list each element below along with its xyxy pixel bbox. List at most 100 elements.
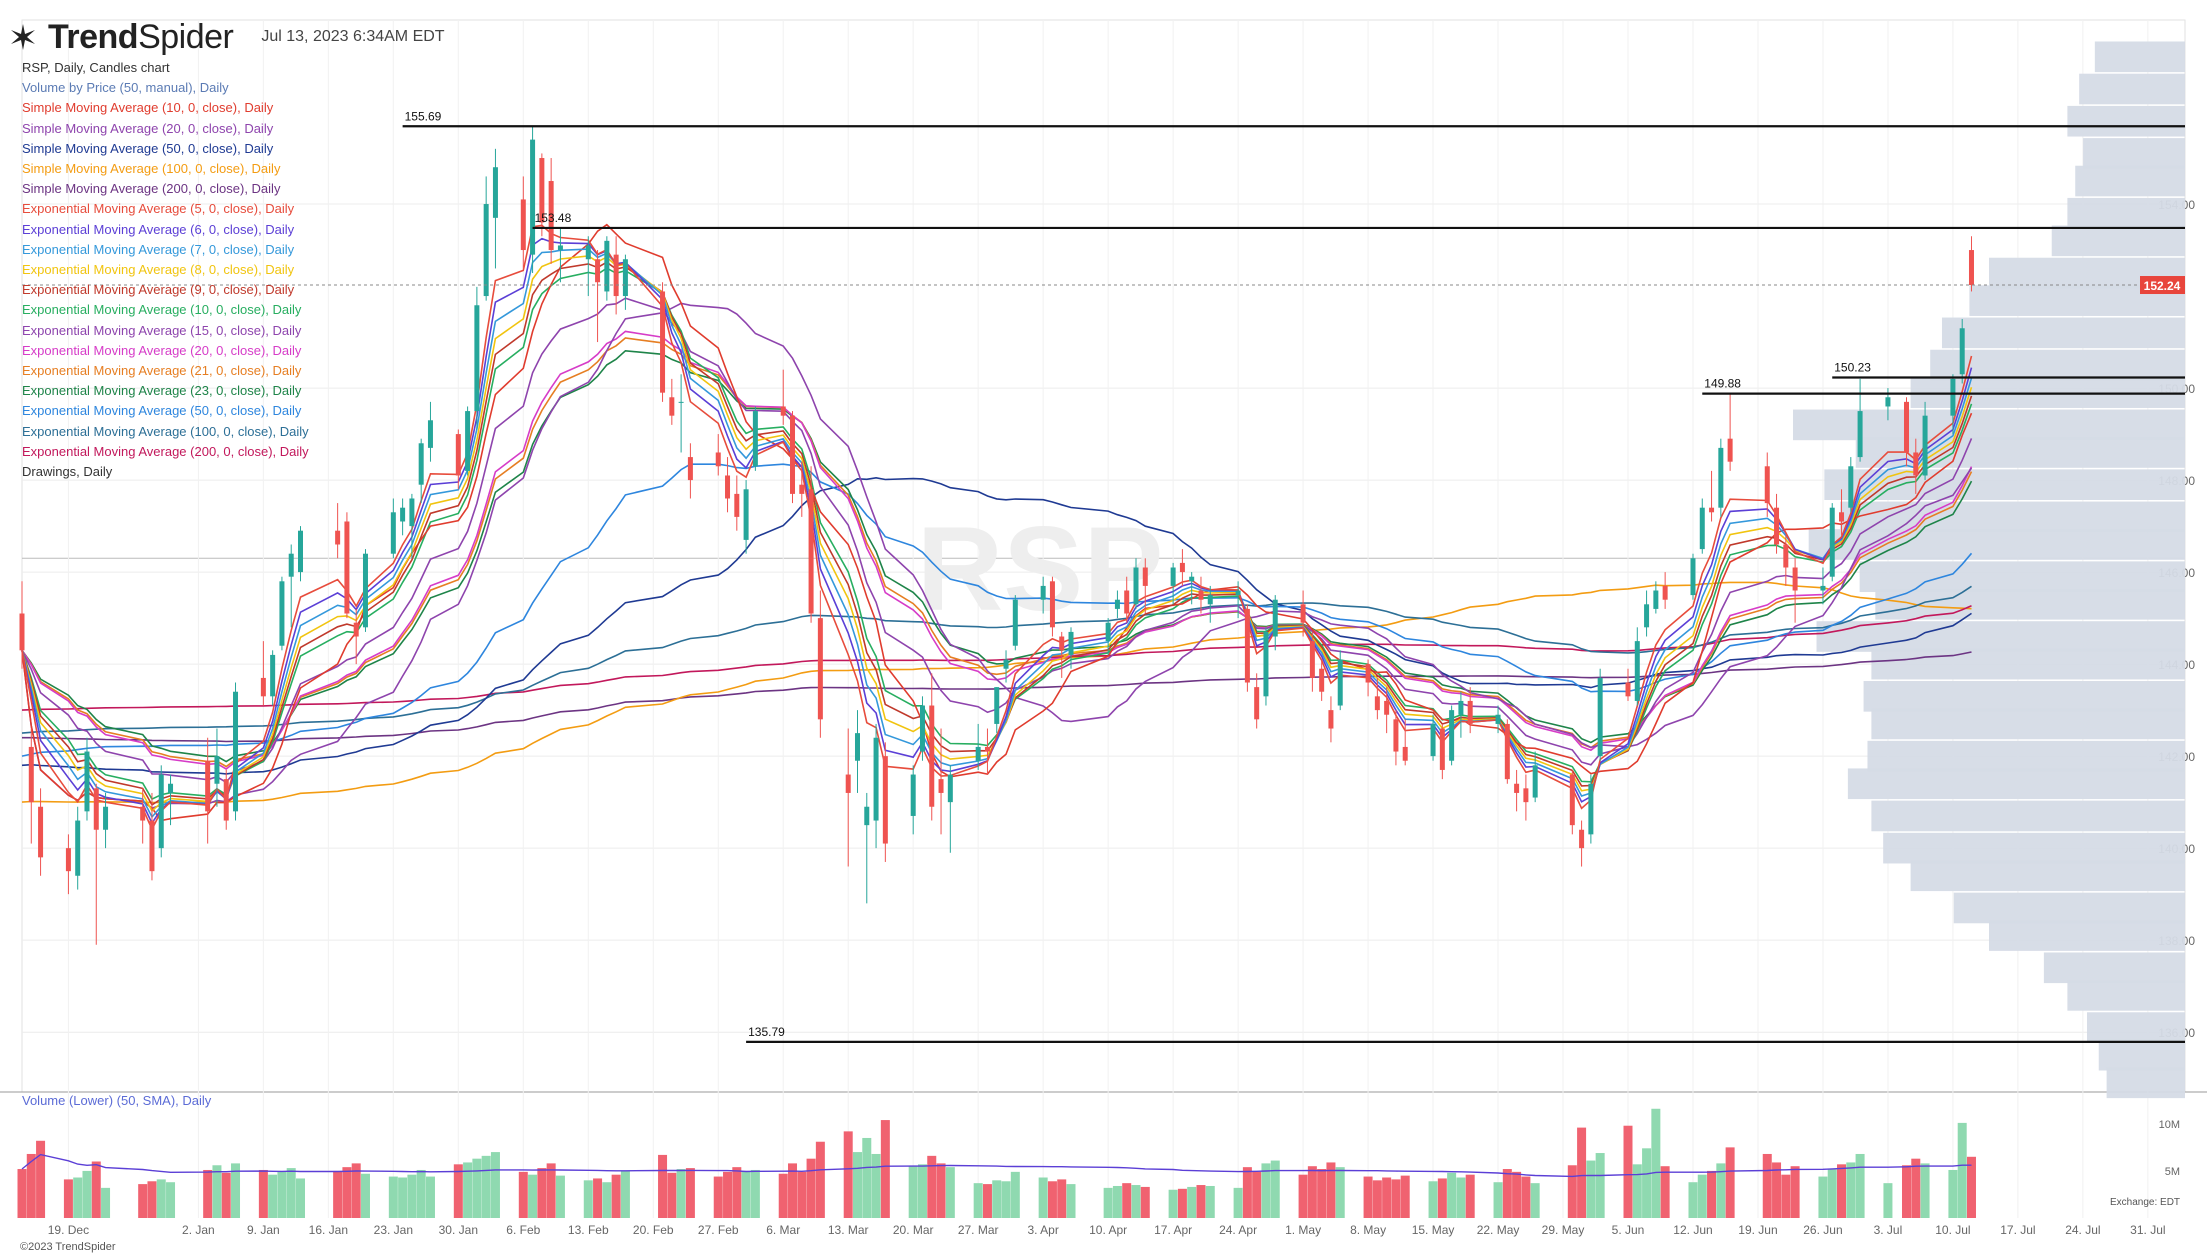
candle-body: [93, 788, 99, 830]
vbp-bar: [2067, 105, 2185, 137]
candle-body: [1189, 576, 1195, 582]
candle-body: [1384, 700, 1390, 715]
candle-body: [427, 420, 433, 448]
candle-body: [474, 305, 480, 412]
candle: [1792, 558, 1798, 623]
candle-body: [1179, 562, 1185, 573]
volume-bar: [1567, 1165, 1577, 1218]
legend-item[interactable]: Volume by Price (50, manual), Daily: [22, 80, 229, 96]
volume-bar: [1456, 1177, 1466, 1218]
volume-bar: [138, 1184, 148, 1218]
legend-item[interactable]: Exponential Moving Average (50, 0, close…: [22, 403, 302, 419]
legend-item[interactable]: Exponential Moving Average (10, 0, close…: [22, 302, 302, 318]
candle-body: [1662, 585, 1668, 600]
x-tick-label: 1. May: [1285, 1223, 1321, 1237]
legend-item[interactable]: Simple Moving Average (10, 0, close), Da…: [22, 100, 274, 116]
candle: [1393, 710, 1399, 766]
legend-item[interactable]: Exponential Moving Average (9, 0, close)…: [22, 282, 295, 298]
candle-body: [854, 733, 860, 761]
volume-bar: [1688, 1182, 1698, 1218]
volume-bar: [463, 1162, 473, 1218]
candle-body: [1709, 507, 1715, 513]
candle: [1170, 562, 1176, 605]
candle: [1263, 627, 1269, 706]
candle: [808, 466, 814, 623]
candle: [882, 742, 888, 862]
volume-bar: [1038, 1177, 1048, 1218]
legend-item[interactable]: Simple Moving Average (20, 0, close), Da…: [22, 120, 274, 136]
volume-bar: [871, 1153, 881, 1218]
volume-tick-label: 10M: [2159, 1119, 2180, 1131]
candle: [1588, 774, 1594, 844]
volume-bar: [472, 1158, 482, 1218]
volume-bar: [741, 1170, 751, 1218]
candle: [140, 788, 146, 844]
volume-bar: [73, 1177, 83, 1218]
volume-bar: [1642, 1148, 1652, 1218]
volume-bar: [1837, 1164, 1847, 1218]
candle-body: [622, 259, 628, 297]
candle-body: [1049, 581, 1055, 628]
legend-item[interactable]: Exponential Moving Average (6, 0, close)…: [22, 221, 295, 237]
volume-bar: [713, 1176, 723, 1218]
candle: [1857, 378, 1863, 462]
candle: [715, 434, 721, 476]
candle: [75, 806, 81, 890]
candle-body: [492, 167, 498, 218]
candle-body: [1718, 447, 1724, 508]
candle: [1049, 576, 1055, 637]
candle: [427, 401, 433, 462]
x-tick-label: 9. Jan: [247, 1223, 280, 1237]
candle-body: [75, 820, 81, 876]
candle: [984, 728, 990, 775]
candle-body: [938, 779, 944, 793]
candle-body: [28, 746, 34, 803]
candle: [1634, 627, 1640, 706]
legend-item[interactable]: Exponential Moving Average (8, 0, close)…: [22, 262, 295, 278]
x-tick-label: 24. Jul: [2065, 1223, 2100, 1237]
volume-bar: [676, 1169, 686, 1218]
x-tick-label: 29. May: [1542, 1223, 1585, 1237]
legend-item[interactable]: Exponential Moving Average (5, 0, close)…: [22, 201, 295, 217]
volume-bar: [407, 1174, 417, 1218]
legend-item[interactable]: Simple Moving Average (50, 0, close), Da…: [22, 140, 274, 156]
legend-item[interactable]: Exponential Moving Average (21, 0, close…: [22, 363, 302, 379]
volume-bar: [667, 1172, 677, 1218]
legend-item[interactable]: Simple Moving Average (200, 0, close), D…: [22, 181, 281, 197]
volume-bar: [1651, 1108, 1661, 1218]
volume-bar: [732, 1167, 742, 1218]
legend-item[interactable]: Exponential Moving Average (23, 0, close…: [22, 383, 302, 399]
legend-item[interactable]: Exponential Moving Average (100, 0, clos…: [22, 423, 309, 439]
candle: [1839, 489, 1845, 536]
candle-body: [1950, 378, 1956, 416]
volume-bar: [1577, 1127, 1587, 1218]
legend-item[interactable]: RSP, Daily, Candles chart: [22, 60, 170, 75]
legend-item[interactable]: Exponential Moving Average (7, 0, close)…: [22, 241, 295, 257]
volume-bar: [992, 1180, 1002, 1218]
candle-body: [929, 705, 935, 807]
candle: [149, 792, 155, 881]
candle: [28, 728, 34, 844]
candle: [19, 581, 25, 669]
legend-item[interactable]: Exponential Moving Average (20, 0, close…: [22, 342, 302, 358]
x-tick-label: 19. Jun: [1738, 1223, 1777, 1237]
candle-body: [465, 411, 471, 471]
candle-body: [1244, 608, 1250, 683]
candle-body: [743, 489, 749, 540]
volume-bar: [82, 1170, 92, 1218]
candle: [539, 153, 545, 237]
volume-bar: [91, 1161, 101, 1218]
candle-body: [984, 746, 990, 752]
candle-body: [882, 756, 888, 844]
legend-item[interactable]: Simple Moving Average (100, 0, close), D…: [22, 161, 281, 177]
volume-bar: [1697, 1174, 1707, 1218]
candle-body: [919, 705, 925, 752]
candle: [1430, 714, 1436, 761]
candle-body: [1207, 595, 1213, 605]
legend-item[interactable]: Exponential Moving Average (15, 0, close…: [22, 322, 302, 338]
legend-item[interactable]: Drawings, Daily: [22, 464, 113, 480]
volume-bar: [1966, 1156, 1976, 1218]
candle: [530, 125, 536, 274]
legend-item[interactable]: Exponential Moving Average (200, 0, clos…: [22, 443, 309, 459]
volume-bar: [1382, 1177, 1392, 1218]
